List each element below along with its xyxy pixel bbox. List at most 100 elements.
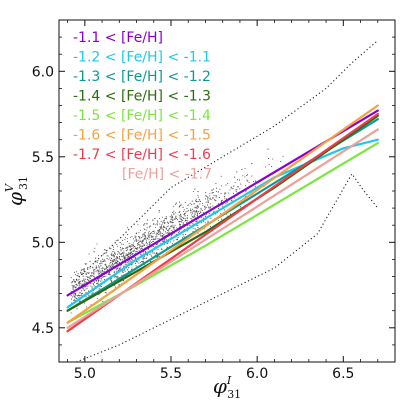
scatter-point <box>150 260 152 263</box>
scatter-point <box>126 227 128 229</box>
scatter-point <box>204 195 206 197</box>
scatter-point <box>108 258 110 260</box>
scatter-point <box>160 235 162 237</box>
scatter-point <box>282 155 284 157</box>
scatter-point <box>194 212 196 214</box>
scatter-point <box>116 259 118 261</box>
scatter-point <box>74 294 77 296</box>
scatter-point <box>210 197 212 199</box>
scatter-point <box>246 179 248 181</box>
scatter-point <box>114 252 116 254</box>
scatter-point <box>73 295 75 297</box>
scatter-point <box>129 254 132 256</box>
scatter-point <box>139 240 141 243</box>
scatter-point <box>167 233 169 235</box>
scatter-point <box>105 292 107 294</box>
scatter-point <box>150 254 152 256</box>
scatter-point <box>80 282 82 284</box>
scatter-point <box>129 236 131 238</box>
scatter-point <box>225 203 227 205</box>
scatter-point <box>203 220 205 222</box>
scatter-point <box>160 232 162 234</box>
scatter-point <box>165 218 168 220</box>
scatter-point <box>82 275 84 277</box>
scatter-point <box>119 246 122 248</box>
scatter-point <box>194 228 197 230</box>
scatter-point <box>242 175 244 177</box>
scatter-point <box>184 213 186 215</box>
scatter-point <box>198 213 201 215</box>
scatter-point <box>139 245 141 247</box>
scatter-point <box>73 294 75 296</box>
scatter-point <box>201 222 203 224</box>
scatter-point <box>156 256 158 258</box>
scatter-point <box>153 232 156 234</box>
scatter-point <box>158 230 160 232</box>
scatter-point <box>175 203 177 206</box>
scatter-point <box>85 281 87 283</box>
scatter-point <box>167 222 169 224</box>
scatter-point <box>189 224 191 226</box>
scatter-point <box>155 236 157 238</box>
scatter-point <box>91 274 93 277</box>
scatter-point <box>172 218 174 221</box>
series-line-5 <box>66 104 379 324</box>
scatter-point <box>208 207 210 209</box>
scatter-point <box>95 257 97 259</box>
scatter-point <box>110 279 112 281</box>
scatter-point <box>182 224 184 226</box>
scatter-point <box>79 292 81 294</box>
scatter-point <box>143 223 145 225</box>
scatter-point <box>171 214 173 216</box>
scatter-point <box>211 189 213 191</box>
scatter-point <box>105 275 107 277</box>
scatter-point <box>188 204 190 206</box>
scatter-point <box>159 232 161 234</box>
scatter-point <box>106 255 108 257</box>
scatter-point <box>163 225 165 227</box>
scatter-point <box>163 219 165 221</box>
scatter-point <box>106 266 108 268</box>
scatter-point <box>116 255 118 258</box>
scatter-point <box>124 270 126 272</box>
scatter-point <box>113 264 115 266</box>
scatter-point <box>71 281 73 283</box>
scatter-point <box>119 268 121 270</box>
scatter-point <box>85 288 87 290</box>
scatter-point <box>89 260 91 262</box>
scatter-point <box>123 255 125 257</box>
scatter-point <box>217 203 219 205</box>
x-tick-label: 5.5 <box>160 366 182 382</box>
scatter-point <box>132 250 134 252</box>
scatter-point <box>152 236 154 238</box>
scatter-point <box>113 255 115 257</box>
scatter-point <box>129 245 131 247</box>
scatter-point <box>122 256 124 258</box>
scatter-point <box>234 197 236 199</box>
scatter-point <box>136 261 138 263</box>
scatter-point <box>200 216 203 219</box>
scatter-point <box>101 271 103 273</box>
scatter-point <box>101 267 103 270</box>
scatter-point <box>178 211 180 213</box>
scatter-point <box>153 223 155 225</box>
scatter-point <box>231 200 233 202</box>
scatter-point <box>152 245 154 247</box>
scatter-point <box>78 296 80 299</box>
scatter-point <box>226 202 228 204</box>
scatter-point <box>144 228 146 231</box>
scatter-point <box>146 219 149 221</box>
scatter-point <box>151 241 153 244</box>
y-tick-label: 5.5 <box>32 150 54 166</box>
scatter-point <box>132 244 134 246</box>
scatter-point <box>240 206 242 208</box>
scatter-point <box>164 231 166 233</box>
scatter-point <box>126 241 129 243</box>
scatter-point <box>100 260 102 262</box>
scatter-point <box>98 277 100 279</box>
scatter-point <box>110 259 112 261</box>
scatter-point <box>173 226 176 228</box>
scatter-point <box>197 200 199 203</box>
scatter-point <box>70 294 72 297</box>
scatter-point <box>84 263 86 265</box>
